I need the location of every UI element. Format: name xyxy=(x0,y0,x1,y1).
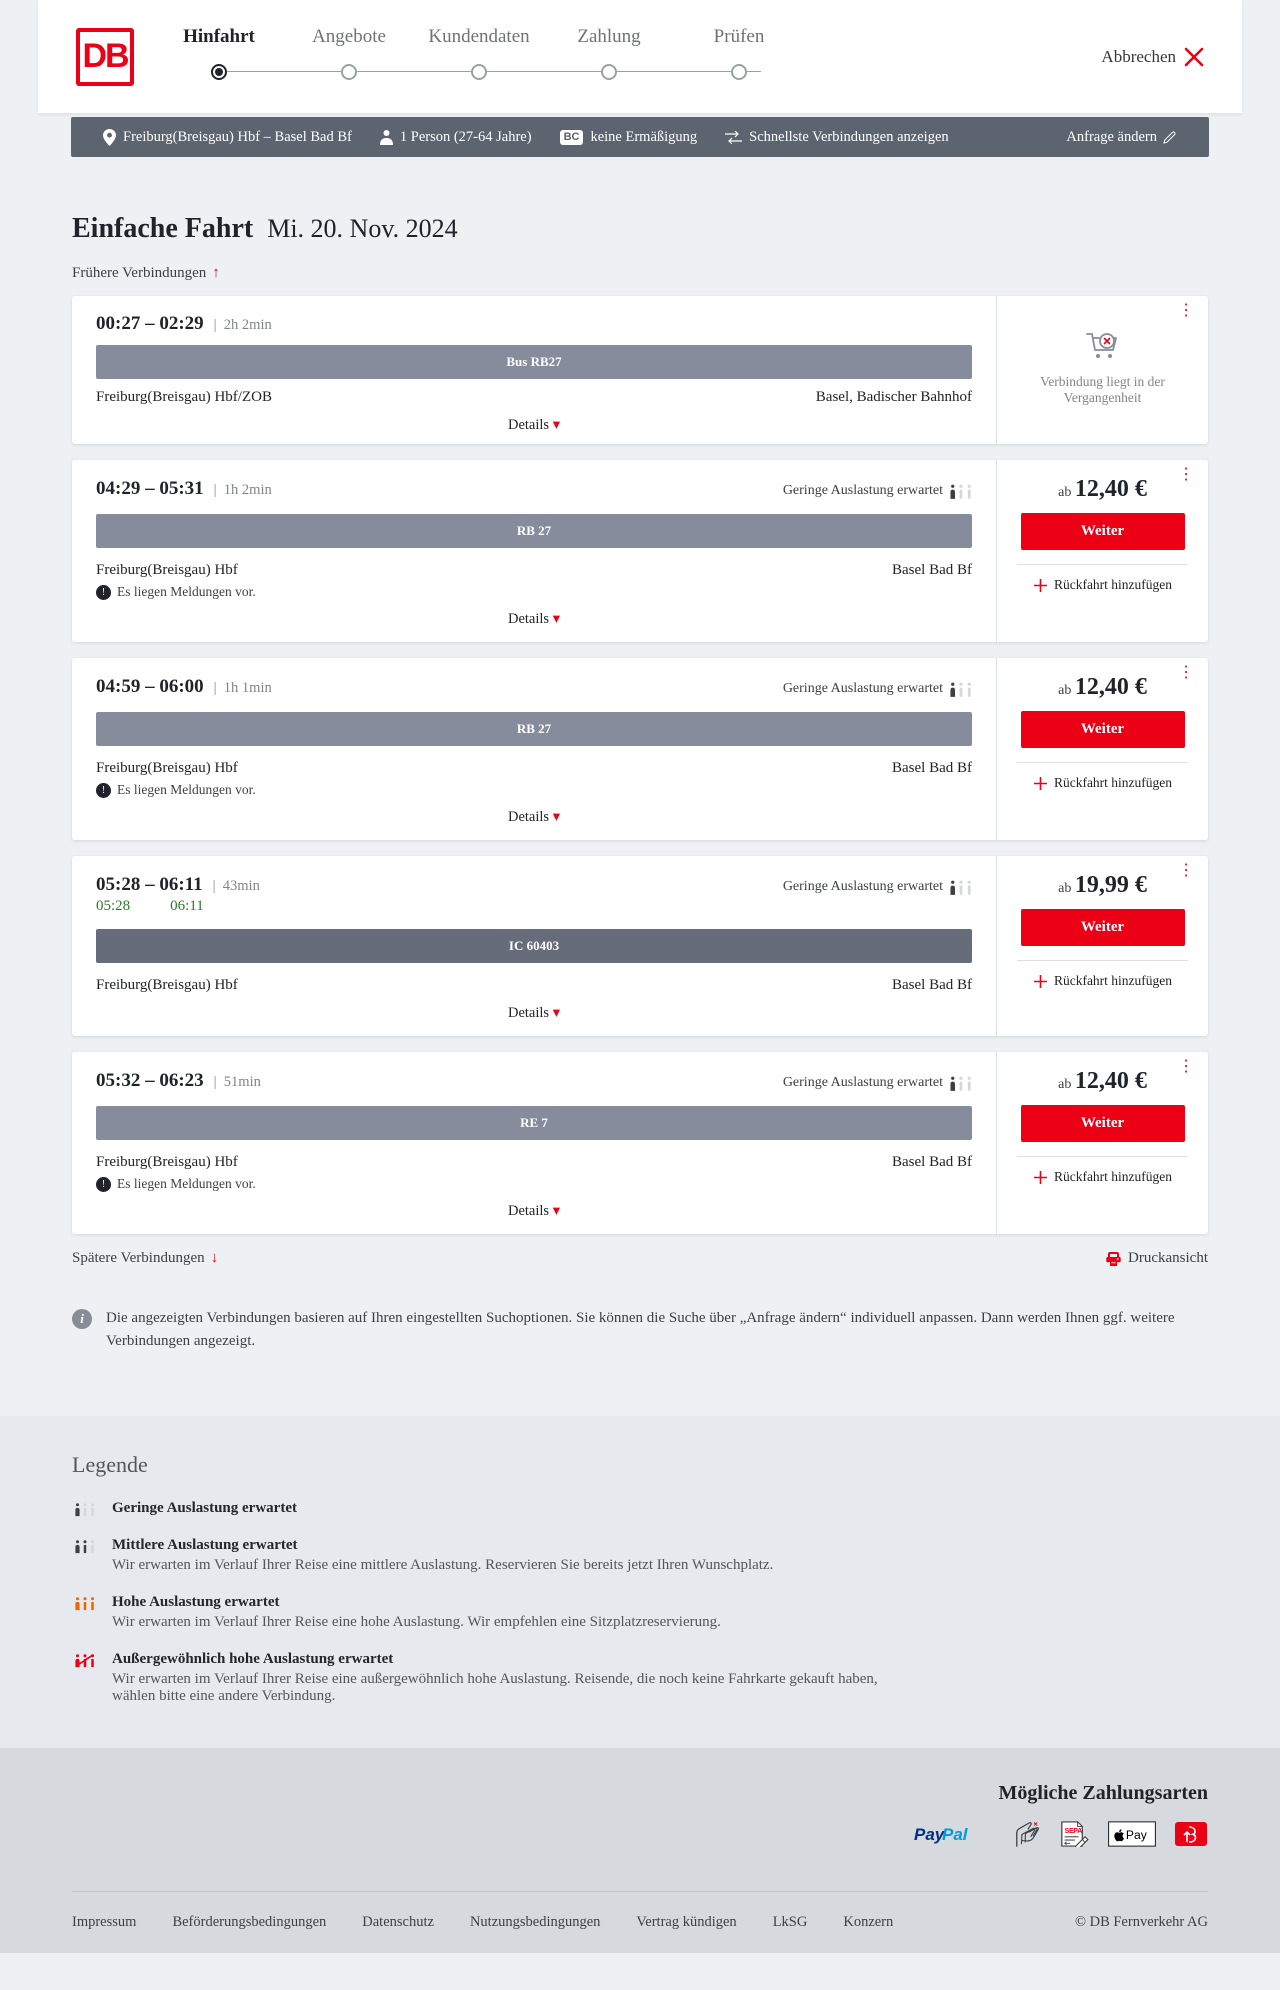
svg-text:SEPA: SEPA xyxy=(1065,1828,1083,1835)
svg-text:Pay: Pay xyxy=(1126,1828,1148,1842)
svg-text:Pal: Pal xyxy=(942,1825,969,1844)
